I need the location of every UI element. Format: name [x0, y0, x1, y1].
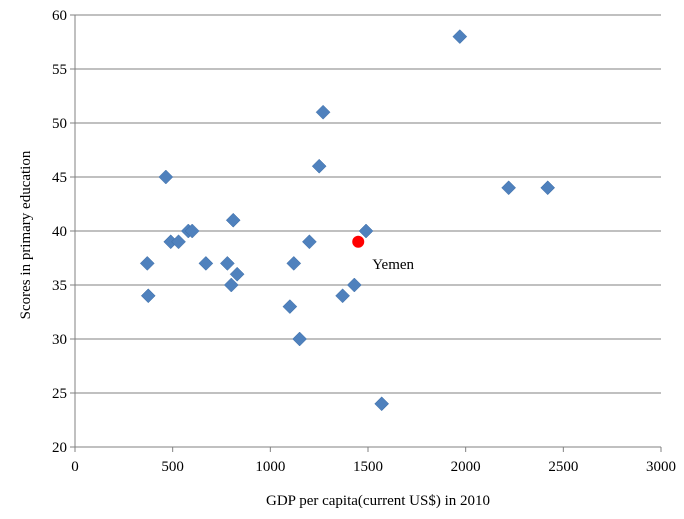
- data-point-diamond: [225, 212, 241, 228]
- data-point-diamond: [140, 288, 156, 304]
- data-point-diamond: [346, 277, 362, 293]
- x-tick-label: 0: [71, 459, 79, 475]
- y-tick-label: 25: [52, 386, 67, 402]
- y-tick-label: 30: [52, 332, 67, 348]
- annotations: Yemen: [372, 257, 414, 273]
- x-tick-label: 2500: [548, 459, 578, 475]
- data-point-diamond: [358, 223, 374, 239]
- data-point-diamond: [540, 180, 556, 196]
- data-point-diamond: [223, 277, 239, 293]
- y-tick-label: 35: [52, 278, 67, 294]
- y-tick-label: 20: [52, 440, 67, 456]
- y-tick-label: 60: [52, 8, 67, 24]
- data-point-diamond: [315, 104, 331, 120]
- x-tick-label: 1500: [353, 459, 383, 475]
- data-point-diamond: [335, 288, 350, 304]
- x-tick-label: 1000: [255, 459, 285, 475]
- annotation-label: Yemen: [372, 257, 414, 273]
- gridlines: [75, 14, 661, 394]
- data-point-diamond: [220, 256, 235, 271]
- data-point-diamond: [374, 396, 390, 412]
- x-tick-label: 2000: [451, 459, 481, 475]
- x-axis-ticks: 0 500 1000 1500 2000 2500 3000: [71, 447, 676, 475]
- data-point-diamond: [229, 266, 245, 282]
- data-point-diamond: [302, 234, 317, 250]
- data-point-diamond: [282, 299, 298, 314]
- y-tick-label: 40: [52, 224, 67, 240]
- data-point-diamond: [158, 169, 174, 185]
- data-points: [139, 29, 556, 412]
- data-point-diamond: [501, 180, 516, 196]
- data-point-diamond: [452, 29, 468, 44]
- y-axis-title: Scores in primary education: [18, 150, 34, 319]
- x-axis-title: GDP per capita(current US$) in 2010: [266, 493, 490, 509]
- data-point-diamond: [171, 234, 186, 250]
- data-point-diamond: [184, 223, 200, 239]
- x-tick-label: 500: [161, 459, 184, 475]
- data-point-highlight: [352, 235, 365, 248]
- y-tick-label: 50: [52, 116, 67, 132]
- data-point-diamond: [139, 256, 155, 271]
- data-point-diamond: [198, 256, 214, 271]
- data-point-diamond: [286, 256, 302, 271]
- x-tick-label: 3000: [646, 459, 676, 475]
- data-point-diamond: [311, 158, 327, 174]
- y-tick-label: 45: [52, 170, 67, 186]
- y-tick-label: 55: [52, 62, 67, 78]
- data-point-diamond: [292, 331, 307, 347]
- y-axis-ticks: 20 25 30 35 40 45 50 55 60: [52, 8, 75, 456]
